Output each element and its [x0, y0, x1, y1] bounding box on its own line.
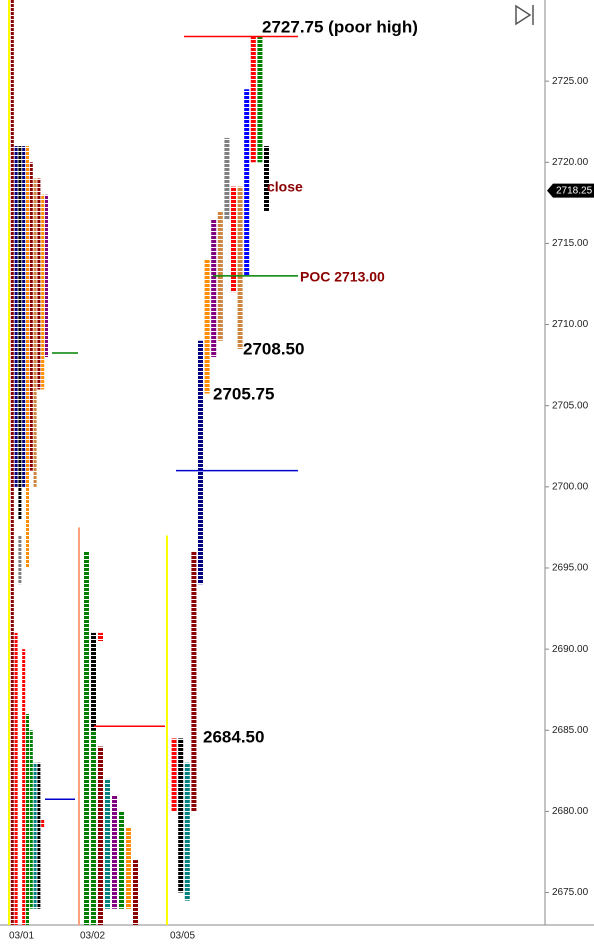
x-tick-label: 03/05 — [170, 931, 195, 942]
tpo-column — [18, 146, 22, 520]
tpo-column — [105, 778, 110, 909]
tpo-column — [26, 714, 29, 925]
tpo-column — [33, 178, 37, 487]
tpo-column — [14, 632, 18, 925]
tpo-column — [244, 89, 250, 276]
tpo-column — [41, 194, 45, 390]
y-tick-label: 2725.00 — [552, 76, 589, 87]
x-tick-label: 03/02 — [80, 931, 105, 942]
annotation: 2708.50 — [243, 339, 304, 358]
tpo-column — [231, 186, 236, 293]
tpo-column — [8, 0, 10, 925]
tpo-column — [166, 535, 168, 925]
tpo-column — [126, 827, 131, 909]
annotation: close — [267, 179, 303, 195]
tpo-column — [250, 36, 256, 163]
tpo-column — [26, 146, 29, 568]
y-tick-label: 2675.00 — [552, 887, 589, 898]
annotation: POC 2713.00 — [300, 269, 385, 285]
tpo-column — [112, 795, 117, 909]
y-tick-label: 2685.00 — [552, 725, 589, 736]
tpo-column — [91, 632, 96, 747]
tpo-column — [191, 551, 197, 812]
tpo-column — [237, 186, 243, 349]
tpo-column — [119, 811, 124, 909]
tpo-column — [37, 762, 41, 909]
tpo-column — [98, 632, 103, 642]
y-tick-label: 2720.00 — [552, 157, 589, 168]
current-price-box — [547, 183, 594, 198]
annotation: 2727.75 (poor high) — [262, 17, 418, 36]
y-tick-label: 2715.00 — [552, 238, 589, 249]
y-tick-label: 2695.00 — [552, 563, 589, 574]
y-tick-label: 2680.00 — [552, 806, 589, 817]
tpo-column — [98, 746, 103, 925]
tpo-column — [18, 535, 22, 585]
annotation: 2684.50 — [203, 727, 264, 746]
play-icon[interactable] — [515, 4, 532, 26]
tpo-column — [33, 762, 37, 909]
y-tick-label: 2710.00 — [552, 319, 589, 330]
tpo-column — [178, 738, 184, 893]
tpo-column — [91, 730, 96, 925]
tpo-column — [264, 146, 269, 211]
tpo-column — [171, 738, 177, 812]
tpo-column — [37, 178, 41, 390]
y-tick-label: 2690.00 — [552, 644, 589, 655]
tpo-column — [22, 649, 26, 925]
tpo-column — [29, 730, 33, 909]
tpo-column — [45, 194, 48, 358]
x-tick-label: 03/01 — [9, 931, 34, 942]
tpo-column — [198, 340, 203, 585]
tpo-column — [10, 0, 14, 925]
tpo-column — [22, 146, 26, 487]
tpo-column — [41, 819, 45, 828]
tpo-column — [84, 551, 89, 925]
tpo-column — [224, 137, 230, 220]
tpo-column — [29, 162, 33, 471]
tpo-column — [257, 36, 263, 163]
tpo-column — [14, 146, 18, 487]
tpo-column — [184, 762, 190, 901]
y-tick-label: 2705.00 — [552, 400, 589, 411]
tpo-column — [211, 219, 217, 358]
tpo-column — [78, 527, 80, 925]
tpo-column — [133, 860, 138, 925]
play-end-icon[interactable] — [515, 4, 534, 26]
annotation: 2705.75 — [213, 384, 274, 403]
y-tick-label: 2700.00 — [552, 481, 589, 492]
current-price-label: 2718.25 — [556, 185, 593, 196]
tpo-column — [204, 259, 210, 394]
